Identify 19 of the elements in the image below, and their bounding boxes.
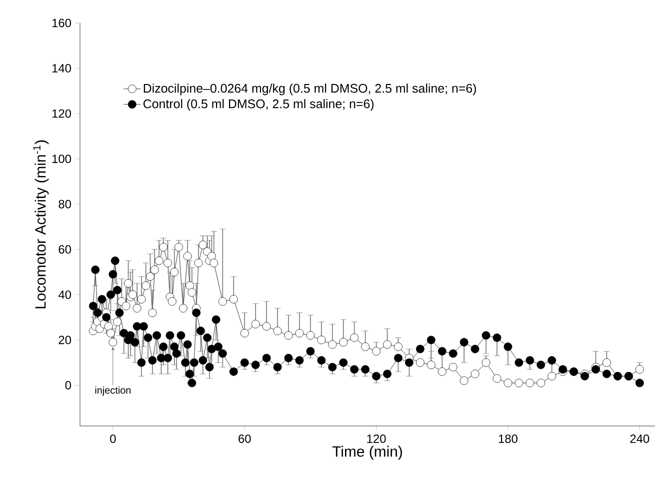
- y-axis-title: Locomotor Activity (min$^{-1}$): [33, 140, 49, 308]
- x-tick-label: 120: [367, 434, 386, 443]
- y-tick-label: 80: [58, 200, 72, 208]
- y-tick-label: 120: [52, 109, 72, 118]
- y-tick-label: 160: [52, 18, 72, 28]
- legend-label: Dizocilpine–0.0264 mg/kg (0.5 ml DMSO, 2.5 ml saline; n=6): [144, 84, 476, 96]
- y-tick-label: 100: [52, 154, 72, 164]
- x-tick-label: 60: [238, 434, 251, 443]
- y-tick-label: 20: [58, 336, 72, 344]
- annotation: injection: [95, 386, 131, 396]
- x-axis-title: Time (min): [332, 446, 402, 460]
- x-tick-label: 0: [110, 434, 116, 443]
- x-tick-label: 240: [630, 434, 650, 443]
- y-tick-label: 140: [52, 64, 72, 72]
- y-tick-label: 0: [65, 381, 72, 390]
- y-tick-label: 60: [58, 245, 72, 254]
- x-tick-label: 180: [498, 434, 518, 443]
- y-tick-label: 40: [58, 290, 72, 299]
- legend-label: Control (0.5 ml DMSO, 2.5 ml saline; n=6): [143, 99, 374, 111]
